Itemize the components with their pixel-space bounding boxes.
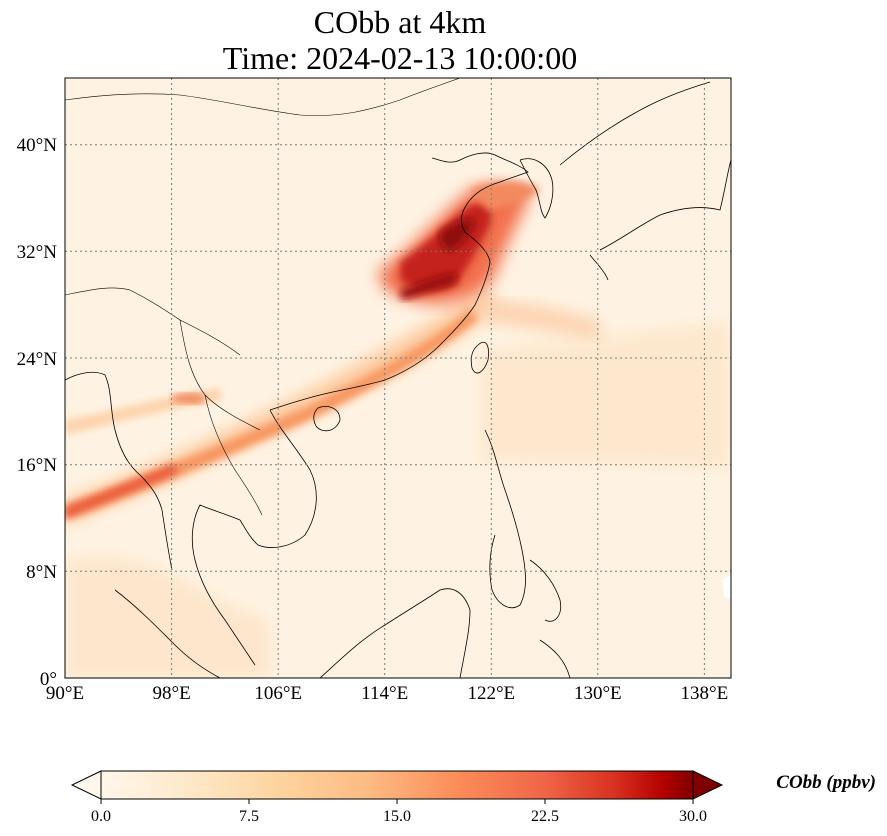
coast-china-east: [269, 199, 491, 411]
coast-malay: [191, 504, 256, 666]
coast-russia: [559, 81, 711, 166]
haze-southwest: [65, 555, 270, 678]
lon-tick-label: 122°E: [467, 683, 515, 704]
lat-tick-label: 24°N: [17, 349, 58, 370]
colorbar-gradient: [101, 771, 693, 799]
coast-sumatra: [114, 589, 221, 678]
coast-indochina: [239, 409, 317, 548]
coast-korea: [519, 158, 554, 219]
map-frame: [64, 77, 732, 679]
concentration-field: [65, 78, 731, 678]
colorbar-tick-label: 15.0: [383, 808, 411, 825]
lon-tick-label: 130°E: [574, 683, 622, 704]
lon-tick-label: 90°E: [46, 683, 84, 704]
plume-yellow-sea: [470, 181, 540, 210]
lon-tick-label: 98°E: [152, 683, 190, 704]
colorbar-tick-label: 22.5: [531, 808, 559, 825]
colorbar: 0.0 7.5 15.0 22.5 30.0 CObb (ppbv): [70, 770, 876, 825]
lat-tick-label: 40°N: [17, 135, 58, 156]
coast-hainan: [313, 406, 341, 432]
map-title-line2: Time: 2024-02-13 10:00:00: [222, 40, 578, 76]
coast-taiwan: [470, 341, 489, 374]
colorbar-extend-high: [692, 770, 724, 800]
lat-tick-label: 32°N: [17, 242, 58, 263]
coast-sulawesi: [539, 639, 571, 678]
coast-japan-honshu: [599, 159, 731, 251]
border-mongolia: [65, 78, 461, 116]
lat-tick-label: 16°N: [17, 455, 58, 476]
colorbar-label: CObb (ppbv): [776, 772, 876, 793]
plume-band-core-west: [65, 464, 178, 518]
patch-gulf: [172, 393, 205, 404]
lon-tick-label: 138°E: [681, 683, 729, 704]
colorbar-tick-label: 30.0: [679, 808, 707, 825]
lat-tick-labels: 0° 8°N 16°N 24°N 32°N 40°N: [17, 135, 58, 690]
plume-east-china-core2: [400, 272, 458, 300]
lon-tick-label: 106°E: [254, 683, 302, 704]
gridlines: [65, 78, 731, 678]
lon-tick-labels: 90°E 98°E 106°E 114°E 122°E 130°E 138°E: [46, 683, 728, 704]
coast-japan-kyushu: [589, 254, 609, 281]
map-title-line1: CObb at 4km: [313, 4, 487, 40]
missing-data-edge: [722, 575, 731, 600]
coast-philippines-mindanao: [529, 559, 562, 622]
border-laos-thai: [204, 394, 263, 516]
coastlines: [65, 78, 731, 678]
lat-tick-label: 0°: [40, 669, 57, 690]
lat-tick-label: 8°N: [26, 562, 57, 583]
plume-east-china-core1: [439, 218, 475, 252]
colorbar-tick-label: 7.5: [239, 808, 259, 825]
plume-pacific: [480, 320, 731, 470]
lon-tick-label: 114°E: [361, 683, 408, 704]
colorbar-tick-label: 0.0: [91, 808, 111, 825]
border-himalaya: [65, 287, 241, 356]
plume-offshore: [480, 300, 600, 340]
coast-myanmar: [65, 371, 173, 571]
colorbar-extend-low: [70, 770, 102, 800]
coast-bohai: [431, 152, 529, 201]
coast-borneo: [319, 588, 471, 678]
